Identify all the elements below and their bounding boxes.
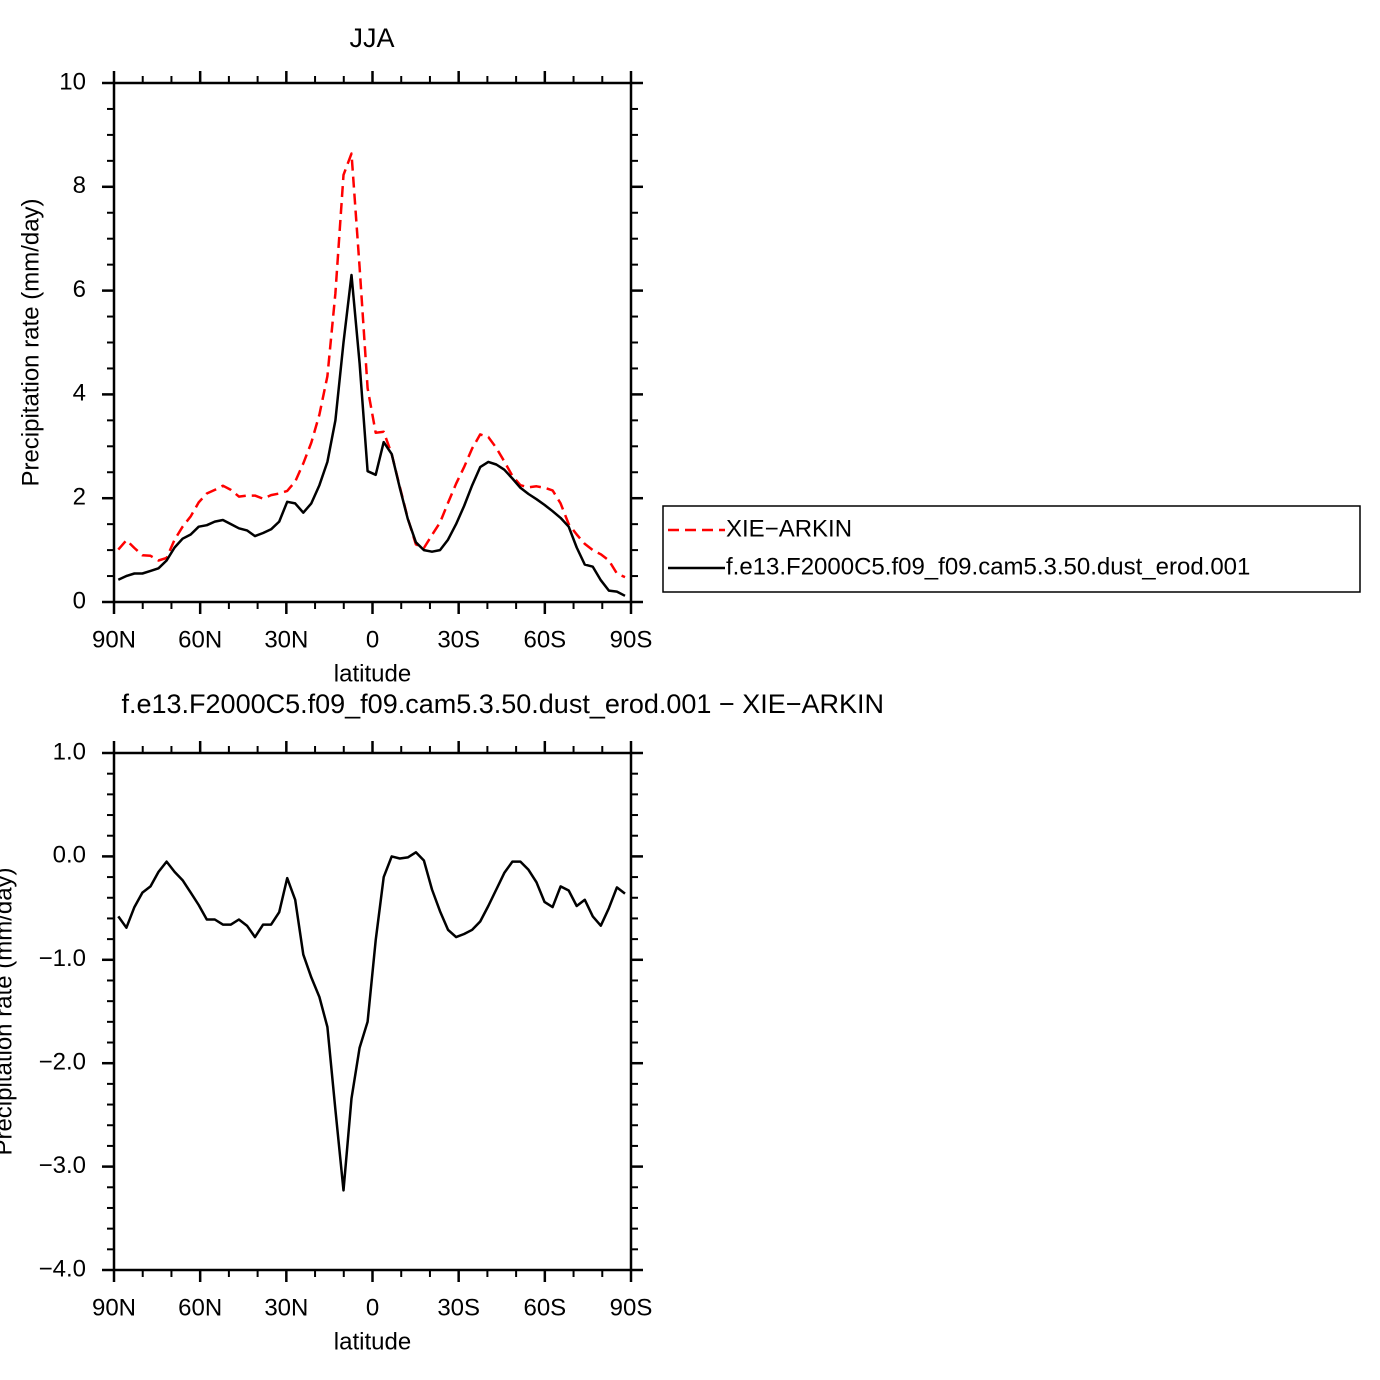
y-axis-label: Precipitation rate (mm/day) — [0, 867, 17, 1155]
y-tick-label: −4.0 — [39, 1255, 86, 1282]
x-tick-label: 60S — [523, 626, 566, 653]
x-tick-label: 60S — [523, 1294, 566, 1321]
y-tick-label: 10 — [59, 68, 86, 95]
plot-frame — [112, 81, 633, 604]
legend-label: f.e13.F2000C5.f09_f09.cam5.3.50.dust_ero… — [726, 553, 1250, 580]
chart-title: f.e13.F2000C5.f09_f09.cam5.3.50.dust_ero… — [122, 689, 885, 719]
y-tick-label: 8 — [73, 172, 86, 199]
data-line — [117, 851, 626, 1192]
x-tick-label: 90S — [610, 626, 653, 653]
y-tick-label: 4 — [73, 380, 86, 407]
x-tick-label: 30N — [264, 626, 308, 653]
y-tick-label: 1.0 — [53, 738, 86, 765]
x-tick-label: 0 — [366, 626, 379, 653]
legend-box — [662, 505, 1361, 593]
x-tick-label: 60N — [178, 626, 222, 653]
y-tick-label: −2.0 — [39, 1049, 86, 1076]
x-tick-label: 30S — [437, 1294, 480, 1321]
y-tick-label: 0.0 — [53, 842, 86, 869]
x-axis-label: latitude — [334, 660, 411, 687]
chart-title: JJA — [349, 23, 394, 53]
x-tick-label: 30S — [437, 626, 480, 653]
data-line — [117, 273, 626, 597]
x-tick-label: 90N — [92, 1294, 136, 1321]
y-tick-label: 0 — [73, 587, 86, 614]
y-axis-label: Precipitation rate (mm/day) — [17, 198, 44, 486]
x-tick-label: 30N — [264, 1294, 308, 1321]
x-tick-label: 90S — [610, 1294, 653, 1321]
y-tick-label: 2 — [73, 484, 86, 511]
x-tick-label: 0 — [366, 1294, 379, 1321]
x-tick-label: 60N — [178, 1294, 222, 1321]
x-tick-label: 90N — [92, 626, 136, 653]
y-tick-label: −3.0 — [39, 1152, 86, 1179]
y-tick-label: 6 — [73, 276, 86, 303]
data-line — [117, 152, 626, 579]
y-tick-label: −1.0 — [39, 945, 86, 972]
plot-frame — [112, 751, 633, 1272]
legend-label: XIE−ARKIN — [726, 515, 852, 542]
x-axis-label: latitude — [334, 1328, 411, 1355]
